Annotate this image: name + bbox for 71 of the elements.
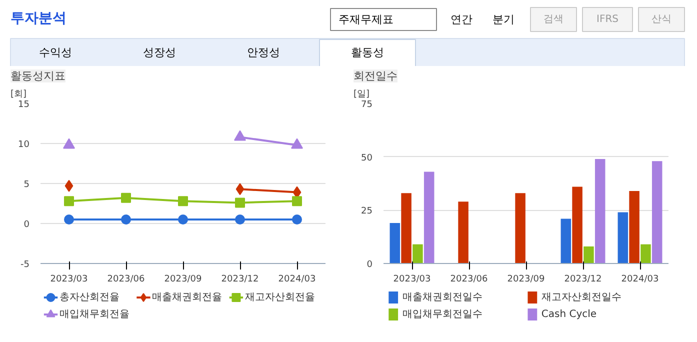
legend-label: Cash Cycle (541, 309, 597, 320)
text: 성장성 (143, 46, 176, 59)
text: 활동성 (351, 46, 384, 59)
legend-label: 재고자산회전일수 (541, 292, 622, 303)
text: 안정성 (247, 46, 280, 59)
point (178, 214, 188, 224)
bar (560, 218, 572, 264)
bar (618, 212, 628, 264)
bar (401, 193, 412, 264)
point (292, 214, 302, 224)
text: 검색 (544, 14, 564, 25)
bar (572, 186, 582, 264)
point (178, 196, 188, 206)
point (121, 192, 131, 203)
point (234, 130, 246, 141)
y-axis-title: [회] (10, 90, 27, 100)
legend-label: 매출채권회전율 (152, 292, 222, 303)
y-tick-label: -5 (20, 260, 30, 270)
point (64, 196, 74, 206)
point (121, 214, 131, 224)
y-axis-title: [일] (354, 90, 370, 100)
point (292, 196, 302, 206)
text: 연간 (450, 13, 472, 26)
bar (458, 202, 468, 264)
point (63, 138, 75, 149)
legend-label: 매출채권회전일수 (402, 292, 482, 303)
bar (629, 190, 640, 264)
bar (584, 246, 594, 264)
text: 분기 (492, 13, 514, 26)
y-tick-label: 25 (361, 206, 372, 217)
text: IFRS (596, 14, 618, 25)
y-tick-label: 50 (361, 153, 373, 164)
legend-label: 재고자산회전율 (244, 292, 315, 303)
legend-label: 매입채무회전율 (59, 309, 130, 320)
point (236, 183, 244, 196)
bar (424, 172, 434, 264)
legend-label: 총자산회전율 (59, 292, 120, 303)
x-tick-label: 2023/03 (50, 274, 88, 284)
legend-label: 매입채무회전일수 (402, 309, 482, 320)
text: 산식 (652, 14, 672, 25)
x-tick-label: 2023/06 (107, 274, 145, 284)
x-tick-label: 2023/09 (507, 274, 545, 284)
bar (515, 193, 526, 264)
text: 수익성 (39, 46, 72, 59)
bar (652, 161, 662, 264)
x-tick-label: 2023/12 (564, 274, 602, 284)
point (64, 214, 74, 224)
bar (390, 222, 400, 264)
x-tick-label: 2023/03 (393, 274, 431, 284)
x-tick-label: 2023/06 (450, 274, 488, 284)
chart-title: 회전일수 (354, 70, 398, 82)
x-tick-label: 2023/09 (164, 274, 202, 284)
bar (640, 244, 651, 264)
text: 주재무제표 (338, 13, 394, 26)
y-tick-label: 5 (24, 180, 30, 190)
text: 투자분석 (10, 10, 66, 26)
y-tick-label: 0 (366, 260, 373, 270)
point (235, 198, 245, 208)
bar (412, 244, 423, 264)
y-tick-label: 10 (18, 140, 30, 150)
y-tick-label: 15 (18, 100, 30, 110)
y-tick-label: 75 (361, 100, 372, 110)
x-tick-label: 2023/12 (221, 274, 259, 284)
point (64, 180, 74, 192)
point (291, 138, 303, 149)
y-tick-label: 0 (24, 220, 30, 230)
point (235, 214, 245, 224)
bar (594, 158, 606, 264)
chart-title: 활동성지표 (10, 70, 66, 82)
x-tick-label: 2024/03 (278, 274, 316, 284)
x-tick-label: 2024/03 (621, 274, 659, 284)
